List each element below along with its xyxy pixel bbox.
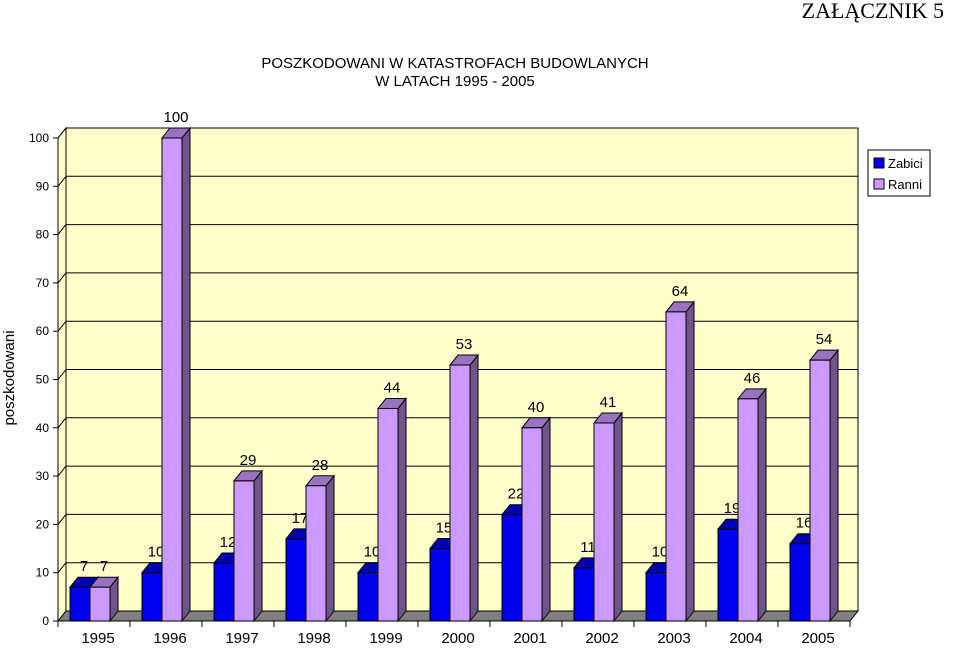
data-label: 11 [580, 539, 596, 556]
gridline-side [57, 224, 67, 235]
x-tick-label: 1998 [297, 630, 330, 647]
x-tick-label: 2003 [657, 630, 690, 647]
legend-entry: Zabici [888, 156, 923, 171]
data-label: 44 [384, 379, 401, 396]
plot-area: 0 10 20 30 40 50 60 70 80 90 100 1995 1996 1997 1998 19… [29, 109, 860, 647]
gridline-side [57, 514, 67, 525]
data-label: 12 [220, 534, 237, 551]
x-tick-label: 2000 [441, 630, 474, 647]
y-tick-label: 90 [36, 179, 50, 193]
data-label: 10 [148, 544, 165, 561]
x-tick-label: 2001 [513, 630, 546, 647]
gridline-side [57, 127, 67, 139]
y-tick-label: 80 [36, 228, 50, 242]
data-label: 53 [456, 336, 473, 353]
bar-ranni-2005 [808, 348, 840, 623]
x-tick-label: 2002 [585, 630, 618, 647]
legend-swatch [873, 157, 885, 169]
y-tick-label: 100 [29, 131, 49, 145]
y-tick-label: 20 [36, 517, 50, 531]
bar-ranni-2000 [448, 353, 480, 623]
x-tick-label: 1996 [153, 630, 186, 647]
data-label: 40 [528, 399, 545, 416]
chart-title: POSZKODOWANI W KATASTROFACH BUDOWLANYCH [261, 55, 648, 72]
data-label: 17 [292, 510, 309, 527]
bar-ranni-1997 [232, 469, 264, 623]
y-tick-label: 10 [36, 566, 50, 580]
x-tick-label: 1999 [369, 630, 402, 647]
y-tick-label: 30 [36, 469, 50, 483]
gridline-side [57, 320, 67, 332]
bar-ranni-2001 [520, 416, 552, 623]
bar-ranni-2003 [664, 300, 696, 623]
x-tick-label: 2005 [801, 630, 834, 647]
data-label: 54 [816, 331, 833, 348]
bar-ranni-2002 [592, 411, 624, 623]
x-tick-label: 1995 [81, 630, 114, 647]
data-label: 10 [364, 544, 381, 561]
data-label: 15 [436, 520, 453, 537]
data-label: 29 [240, 452, 257, 469]
corner-label: ZAŁĄCZNIK 5 [801, 0, 944, 23]
gridline-side [57, 272, 67, 284]
data-label: 46 [744, 370, 761, 387]
x-tick-label: 2004 [729, 630, 762, 647]
y-tick-label: 0 [42, 614, 49, 628]
legend-entry: Ranni [888, 177, 922, 192]
y-tick-label: 40 [36, 421, 50, 435]
data-label: 16 [796, 515, 813, 532]
data-label: 28 [312, 457, 329, 474]
y-tick-label: 70 [36, 276, 50, 290]
gridline-side [57, 175, 67, 187]
bar-ranni-1996 [160, 126, 192, 623]
gridline-side [57, 417, 67, 429]
data-label: 10 [652, 544, 669, 561]
data-label: 41 [600, 394, 617, 411]
data-label: 19 [724, 500, 741, 517]
data-label: 22 [508, 486, 525, 503]
gridline-side [57, 465, 67, 477]
y-axis-label: poszkodowani [1, 330, 18, 425]
gridline-side [57, 562, 67, 574]
gridline-side [57, 369, 67, 380]
bar-ranni-2004 [736, 387, 768, 623]
data-label: 64 [672, 283, 689, 300]
data-label: 100 [163, 109, 188, 126]
bar-ranni-1998 [304, 474, 336, 623]
legend: Zabici Ranni [867, 149, 931, 197]
bar-ranni-1995 [88, 575, 120, 623]
data-label: 7 [80, 558, 88, 575]
y-tick-label: 60 [36, 324, 50, 338]
bar-ranni-1999 [376, 397, 408, 623]
y-tick-label: 50 [36, 373, 50, 387]
data-label: 7 [100, 558, 108, 575]
legend-swatch [873, 178, 885, 190]
x-tick-label: 1997 [225, 630, 258, 647]
chart-subtitle: W LATACH 1995 - 2005 [375, 73, 535, 90]
